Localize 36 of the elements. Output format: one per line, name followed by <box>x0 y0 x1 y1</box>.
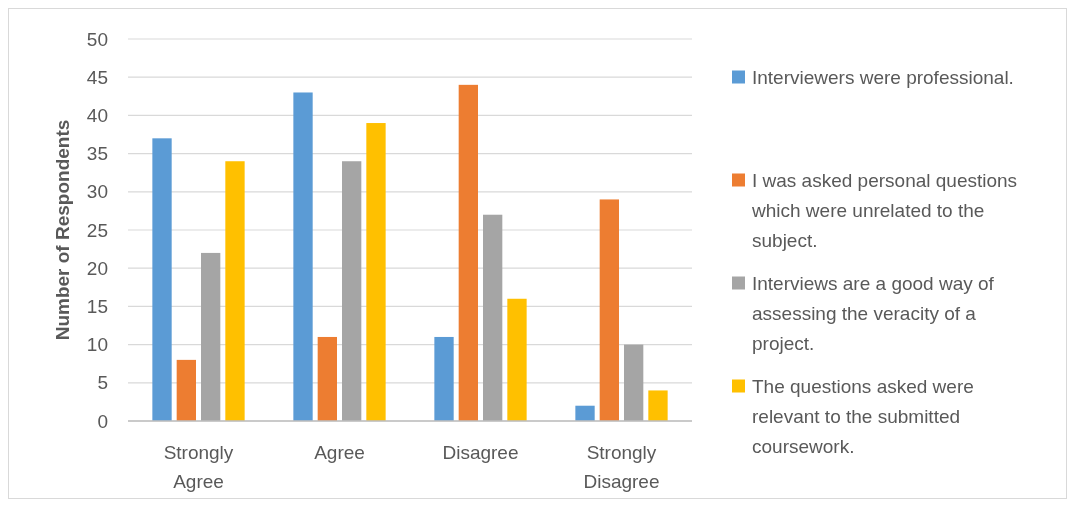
legend-label: Interviewers were professional. <box>752 66 1014 88</box>
x-tick-label: Strongly Disagree <box>583 441 660 492</box>
x-tick-label: Strongly Agree <box>163 441 234 492</box>
bar <box>483 214 503 421</box>
y-tick-label: 50 <box>86 28 108 50</box>
y-axis-title: Number of Respondents <box>51 119 73 341</box>
y-tick-label: 25 <box>86 219 108 241</box>
bar <box>624 344 644 421</box>
bar <box>176 359 196 421</box>
bar <box>507 298 527 421</box>
legend-label: I was asked personal questions which were unrelated to the subject. <box>751 169 1018 251</box>
x-tick-label: Disagree <box>442 441 519 463</box>
legend-label: Interviews are a good way of assessing the veracity of a project. <box>752 272 995 354</box>
bar <box>293 92 313 421</box>
y-tick-label: 35 <box>86 143 108 165</box>
bar <box>434 336 454 421</box>
y-tick-label: 5 <box>97 372 108 394</box>
bar <box>317 336 337 421</box>
y-tick-label: 45 <box>86 66 108 88</box>
legend-label: The questions asked were relevant to the submitted coursework. <box>752 375 974 457</box>
y-tick-label: 20 <box>86 257 108 279</box>
bar <box>458 84 478 421</box>
x-tick-label: Agree <box>314 441 365 463</box>
bar <box>152 138 172 421</box>
y-tick-label: 30 <box>86 181 108 203</box>
y-tick-label: 40 <box>86 105 108 127</box>
bar <box>575 405 595 421</box>
bar <box>342 161 362 421</box>
bar <box>648 390 668 421</box>
bar <box>201 252 221 421</box>
bar <box>599 199 619 421</box>
y-tick-label: 10 <box>86 334 108 356</box>
y-tick-label: 15 <box>86 296 108 318</box>
bar <box>366 123 386 421</box>
bar <box>225 161 245 421</box>
y-tick-label: 0 <box>97 410 108 432</box>
